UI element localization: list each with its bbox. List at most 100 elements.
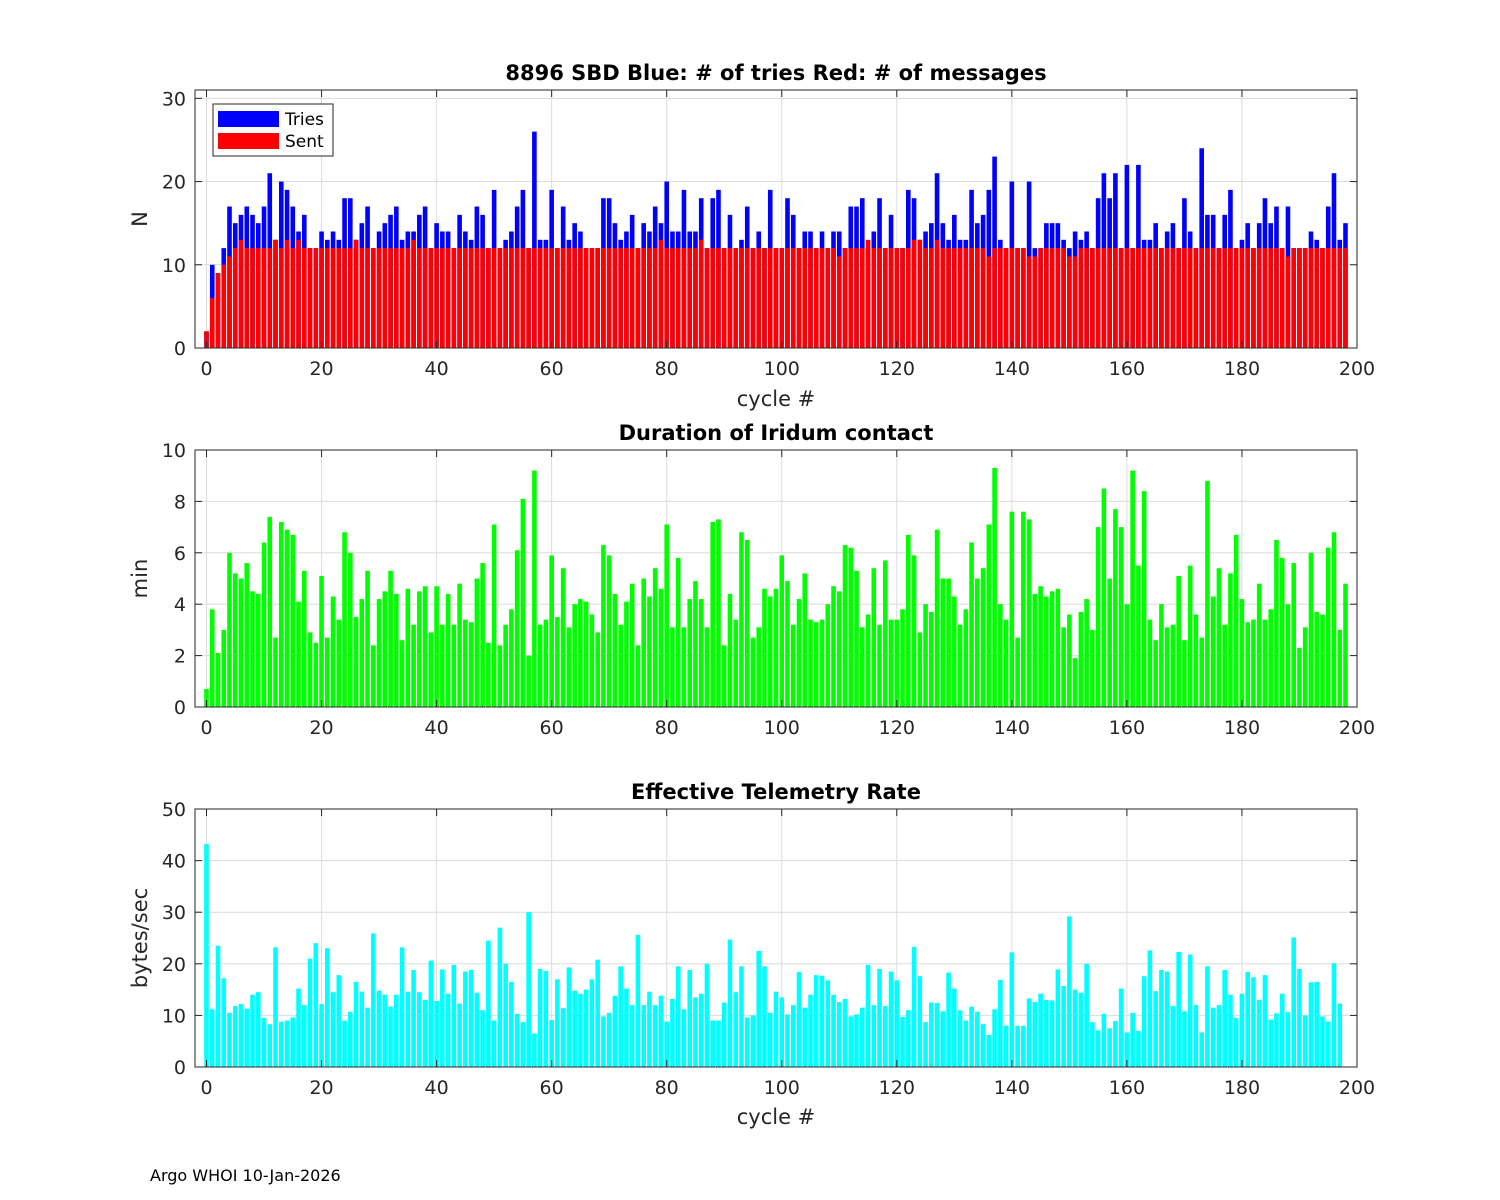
bar: [739, 966, 744, 1067]
bar: [848, 547, 854, 707]
bar-sent: [503, 248, 508, 348]
bar: [779, 555, 785, 707]
bar-sent: [1049, 248, 1055, 348]
x-tick-label: 100: [764, 1077, 800, 1099]
bar: [1101, 1013, 1107, 1067]
bar: [813, 975, 819, 1067]
chart-title: Effective Telemetry Rate: [631, 780, 921, 804]
bar-sent: [1256, 248, 1262, 348]
bar-sent: [767, 248, 773, 348]
legend-swatch-tries: [218, 111, 279, 127]
bar-sent: [1072, 256, 1078, 348]
x-tick-label: 20: [309, 1077, 333, 1099]
bar: [1130, 470, 1135, 707]
bar-sent: [394, 248, 399, 348]
bar-sent: [859, 248, 865, 348]
bar-sent: [537, 248, 543, 348]
bar: [733, 619, 739, 707]
bar: [273, 637, 278, 707]
bar: [376, 990, 382, 1067]
bar-sent: [595, 248, 600, 348]
bar: [1274, 1013, 1279, 1067]
bar: [250, 994, 255, 1067]
y-tick-label: 10: [162, 255, 186, 277]
bar-sent: [1055, 248, 1061, 348]
bar-sent: [1078, 248, 1084, 348]
x-axis-label: cycle #: [737, 1105, 816, 1129]
bar: [629, 1005, 635, 1067]
bar: [405, 991, 411, 1067]
bar: [1325, 547, 1331, 707]
bar: [474, 992, 480, 1067]
legend-label-sent: Sent: [285, 132, 324, 152]
x-tick-label: 0: [200, 717, 212, 739]
bar: [290, 534, 296, 707]
bar: [1182, 1011, 1187, 1067]
bar-sent: [969, 248, 974, 348]
bar-sent: [434, 248, 439, 348]
bar: [1113, 509, 1118, 707]
bar-sent: [284, 239, 290, 348]
bar: [790, 1005, 796, 1067]
bar: [549, 1020, 554, 1067]
bar-sent: [681, 248, 687, 348]
bar-sent: [491, 248, 497, 348]
bar-sent: [1021, 248, 1026, 348]
bar: [278, 1021, 284, 1067]
bar-sent: [670, 248, 675, 348]
bar: [532, 1033, 537, 1067]
bar-sent: [555, 248, 560, 348]
bar-sent: [825, 248, 831, 348]
bar: [842, 998, 848, 1067]
bar-sent: [1187, 248, 1193, 348]
bar: [394, 593, 399, 707]
bar: [710, 521, 716, 707]
bar: [923, 604, 928, 707]
bar-sent: [1245, 248, 1251, 348]
bar: [434, 586, 439, 707]
bar: [1320, 614, 1325, 707]
bar: [1067, 614, 1072, 707]
bar-sent: [1193, 248, 1199, 348]
bar-sent: [336, 248, 342, 348]
x-tick-label: 200: [1339, 717, 1375, 739]
bar: [721, 1002, 727, 1067]
bar: [652, 1005, 658, 1067]
bar: [555, 979, 560, 1067]
bar: [543, 971, 549, 1067]
bar-tries: [532, 131, 537, 348]
bar: [1113, 1021, 1118, 1067]
bar: [802, 1007, 808, 1067]
bar: [440, 969, 445, 1067]
bar-sent: [296, 239, 301, 348]
bar-sent: [980, 248, 986, 348]
y-axis-label: N: [128, 211, 152, 227]
bar-sent: [1205, 248, 1210, 348]
y-tick-label: 10: [162, 1005, 186, 1027]
y-tick-label: 0: [174, 338, 186, 360]
bar: [503, 624, 508, 707]
bar-sent: [486, 248, 491, 348]
bar-sent: [721, 248, 727, 348]
chart-rate: 0 20 40 60 80 100 120 140 160 180 200 0 10 20 30 40 50 Ef…: [128, 780, 1375, 1129]
bar: [992, 467, 997, 707]
bar: [307, 632, 313, 707]
bar-sent: [1279, 248, 1285, 348]
bar: [1256, 999, 1262, 1067]
bar: [998, 979, 1003, 1067]
x-tick-label: 180: [1224, 1077, 1260, 1099]
bar: [388, 570, 393, 707]
bar: [1032, 593, 1038, 707]
x-tick-label: 140: [994, 358, 1030, 380]
bar-sent: [1141, 248, 1147, 348]
bar-sent: [1228, 248, 1233, 348]
y-axis-label: bytes/sec: [128, 888, 152, 988]
bar: [232, 1006, 238, 1067]
bar-sent: [376, 248, 382, 348]
bar: [854, 570, 859, 707]
bar: [509, 609, 514, 707]
bar-sent: [802, 248, 808, 348]
bar: [284, 529, 290, 707]
bar-sent: [963, 248, 969, 348]
bar: [365, 570, 370, 707]
